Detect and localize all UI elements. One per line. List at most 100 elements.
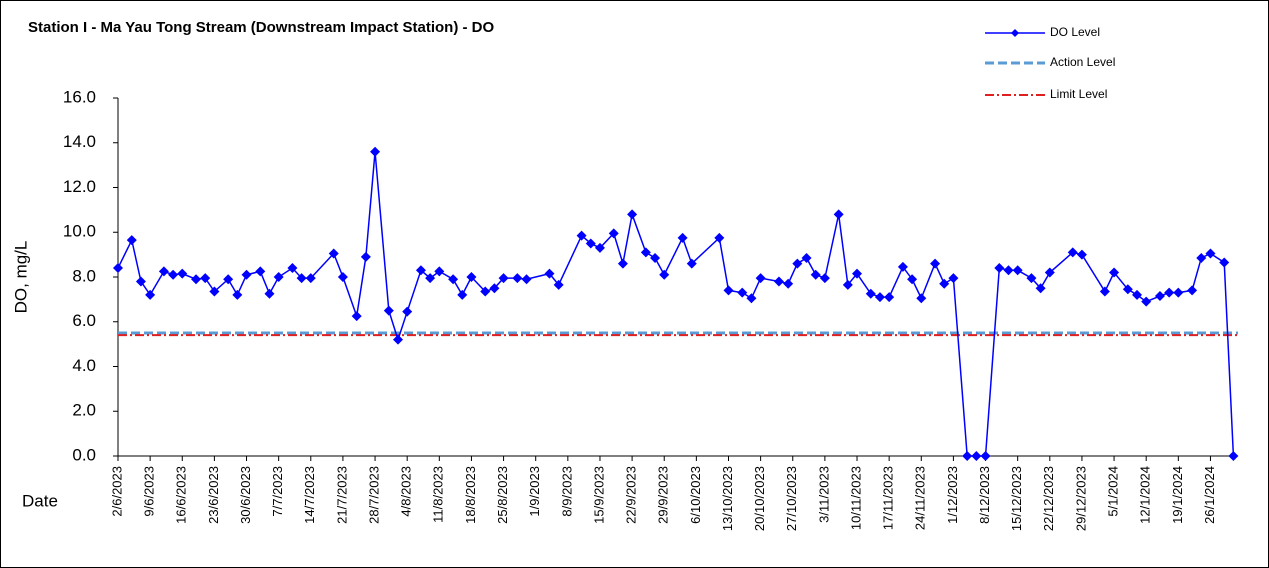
data-point <box>865 288 876 299</box>
x-tick-label: 7/7/2023 <box>270 466 285 517</box>
y-tick-label: 6.0 <box>72 311 96 330</box>
data-point <box>627 209 638 220</box>
data-point <box>1173 287 1184 298</box>
data-point <box>1196 252 1207 263</box>
y-tick-label: 2.0 <box>72 401 96 420</box>
data-point <box>852 268 863 279</box>
data-point <box>305 273 316 284</box>
legend-label: Action Level <box>1050 55 1115 69</box>
x-tick-label: 28/7/2023 <box>366 466 381 524</box>
data-point <box>907 274 918 285</box>
data-point <box>1122 284 1133 295</box>
data-point <box>370 146 381 157</box>
data-point <box>1141 296 1152 307</box>
data-point <box>544 268 555 279</box>
data-point <box>1035 283 1046 294</box>
x-tick-label: 2/6/2023 <box>109 466 124 517</box>
data-point <box>930 258 941 269</box>
x-tick-label: 19/1/2024 <box>1170 466 1185 524</box>
data-point <box>833 209 844 220</box>
x-tick-label: 1/9/2023 <box>527 466 542 517</box>
data-point <box>480 286 491 297</box>
x-tick-label: 27/10/2023 <box>784 466 799 531</box>
x-tick-label: 22/9/2023 <box>624 466 639 524</box>
x-tick-label: 26/1/2024 <box>1202 466 1217 524</box>
data-point <box>819 273 830 284</box>
data-point <box>145 289 156 300</box>
data-point <box>1228 451 1239 461</box>
x-tick-label: 1/12/2023 <box>945 466 960 524</box>
data-point <box>874 292 885 303</box>
data-point <box>792 258 803 269</box>
data-point <box>723 285 734 296</box>
data-point <box>337 272 348 282</box>
data-point <box>916 293 927 304</box>
data-point <box>1219 257 1230 268</box>
data-point <box>1076 249 1087 260</box>
data-point <box>498 273 509 284</box>
data-point <box>200 273 211 284</box>
data-point <box>962 451 973 461</box>
data-point <box>994 263 1005 274</box>
x-axis-label: Date <box>22 491 58 510</box>
data-point <box>296 273 307 284</box>
chart-title: Station I - Ma Yau Tong Stream (Downstre… <box>28 19 494 36</box>
x-tick-label: 25/8/2023 <box>495 466 510 524</box>
x-tick-label: 8/12/2023 <box>977 466 992 524</box>
data-point <box>1012 265 1023 276</box>
data-point <box>223 274 234 285</box>
x-tick-label: 14/7/2023 <box>302 466 317 524</box>
data-point <box>1164 287 1175 298</box>
data-point <box>113 263 123 274</box>
legend-label: DO Level <box>1050 25 1100 39</box>
data-point <box>576 230 587 241</box>
data-point <box>466 272 477 282</box>
data-point <box>810 269 821 280</box>
data-point <box>1067 247 1078 258</box>
legend-label: Limit Level <box>1050 87 1107 101</box>
x-tick-label: 29/9/2023 <box>656 466 671 524</box>
x-tick-label: 21/7/2023 <box>334 466 349 524</box>
data-point <box>746 293 757 304</box>
x-tick-label: 6/10/2023 <box>688 466 703 524</box>
data-point <box>659 269 670 280</box>
x-tick-label: 4/8/2023 <box>399 466 414 517</box>
data-point <box>1205 248 1216 259</box>
data-point <box>553 279 564 290</box>
x-tick-label: 11/8/2023 <box>431 466 446 523</box>
data-point <box>755 273 766 284</box>
data-point <box>512 273 523 284</box>
x-tick-label: 17/11/2023 <box>881 466 896 530</box>
x-tick-label: 29/12/2023 <box>1073 466 1088 531</box>
data-point <box>677 232 688 243</box>
data-point <box>521 274 532 285</box>
x-tick-label: 10/11/2023 <box>848 466 863 530</box>
data-point <box>232 289 243 300</box>
data-point <box>1154 291 1165 302</box>
data-point <box>842 279 853 290</box>
data-point <box>448 274 459 285</box>
y-tick-label: 8.0 <box>72 266 96 285</box>
data-point <box>360 251 371 262</box>
data-point <box>209 286 220 297</box>
x-tick-label: 9/6/2023 <box>142 466 157 517</box>
y-tick-label: 14.0 <box>63 132 96 151</box>
x-tick-label: 18/8/2023 <box>463 466 478 524</box>
x-tick-label: 16/6/2023 <box>174 466 189 524</box>
x-tick-label: 8/9/2023 <box>559 466 574 517</box>
data-point <box>897 261 908 272</box>
data-point <box>714 232 725 243</box>
data-point <box>1187 285 1198 296</box>
data-point <box>241 269 252 280</box>
data-point <box>608 228 619 239</box>
y-tick-label: 4.0 <box>72 356 96 375</box>
y-tick-label: 16.0 <box>63 87 96 106</box>
data-point <box>168 269 179 280</box>
x-tick-label: 23/6/2023 <box>206 466 221 524</box>
data-point <box>617 258 628 269</box>
data-point <box>415 265 426 276</box>
data-point <box>328 248 339 259</box>
legend-marker <box>1011 29 1019 37</box>
data-point <box>383 305 394 316</box>
